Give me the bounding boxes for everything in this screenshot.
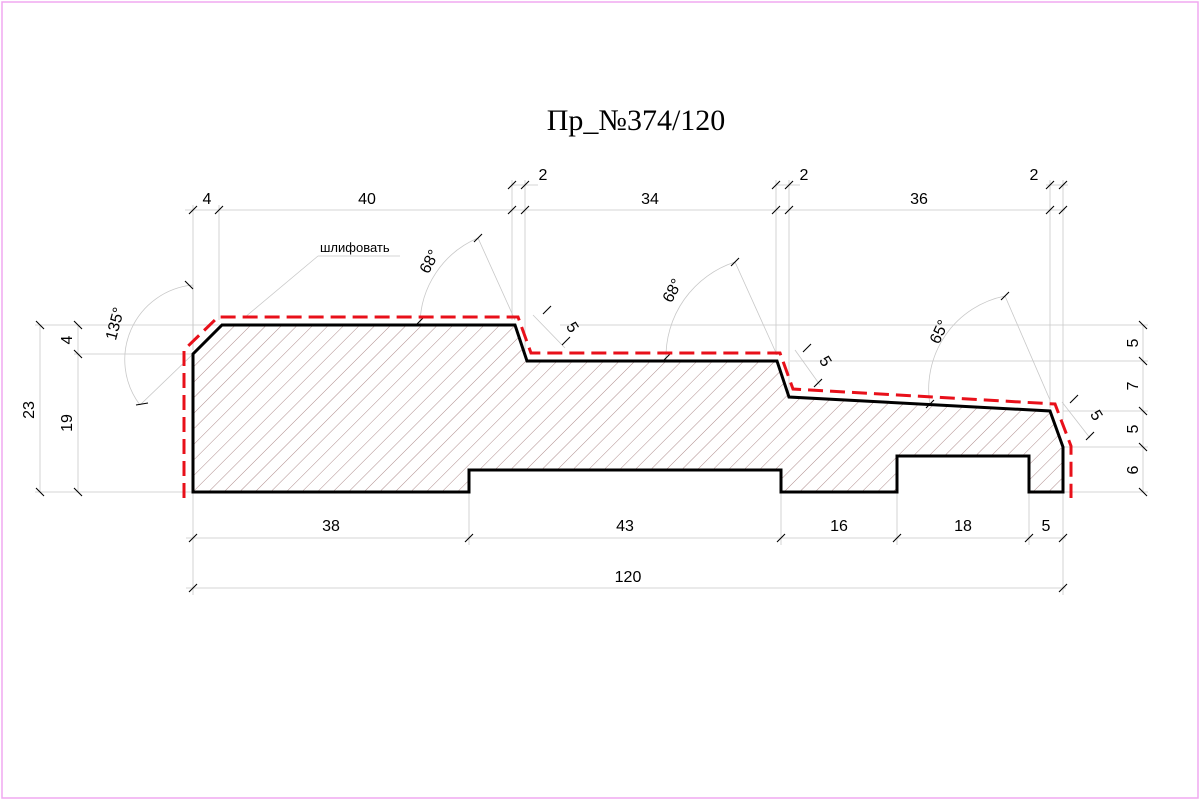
chamfer-marks [532,305,1095,441]
dim-top-40: 40 [358,191,376,208]
dim-bottom-18: 18 [954,518,972,535]
dim-left-23: 23 [21,401,38,419]
drawing-title: Пр_№374/120 [547,104,726,137]
angle-annotations [124,233,1051,409]
sanding-note-leader [243,255,400,319]
angle-135: 135° [103,306,128,342]
dim-bottom-5: 5 [1042,518,1051,535]
dim-top-2b: 2 [800,167,809,184]
dim-bottom-total: 120 [615,569,642,586]
dim-top-36: 36 [910,191,928,208]
dim-left-19: 19 [59,414,76,432]
bottom-dimension-chain [186,492,1068,595]
angle-68-first: 68° [417,247,443,276]
angle-68-second: 68° [660,276,686,305]
sanding-note: шлифовать [320,240,390,255]
dim-top-2a: 2 [539,167,548,184]
chamfer-dim-1: 5 [562,319,581,336]
dim-bottom-38: 38 [322,518,340,535]
dim-top-4: 4 [203,191,212,208]
chamfer-dim-2: 5 [815,353,834,370]
right-dimension-chain [560,320,1148,497]
dim-right-6: 6 [1125,465,1142,474]
angle-65: 65° [927,318,953,347]
dim-top-2c: 2 [1030,167,1039,184]
dim-top-34: 34 [641,191,659,208]
chamfer-dim-3: 5 [1086,407,1105,424]
dim-right-5a: 5 [1125,338,1142,347]
dim-left-4: 4 [59,335,76,344]
dim-right-5b: 5 [1125,424,1142,433]
finish-surface-line [182,315,1073,498]
dim-bottom-16: 16 [830,518,848,535]
dim-bottom-43: 43 [616,518,634,535]
dim-right-7: 7 [1125,381,1142,390]
top-dimension-chain [185,180,1068,420]
profile-section [191,323,1065,494]
